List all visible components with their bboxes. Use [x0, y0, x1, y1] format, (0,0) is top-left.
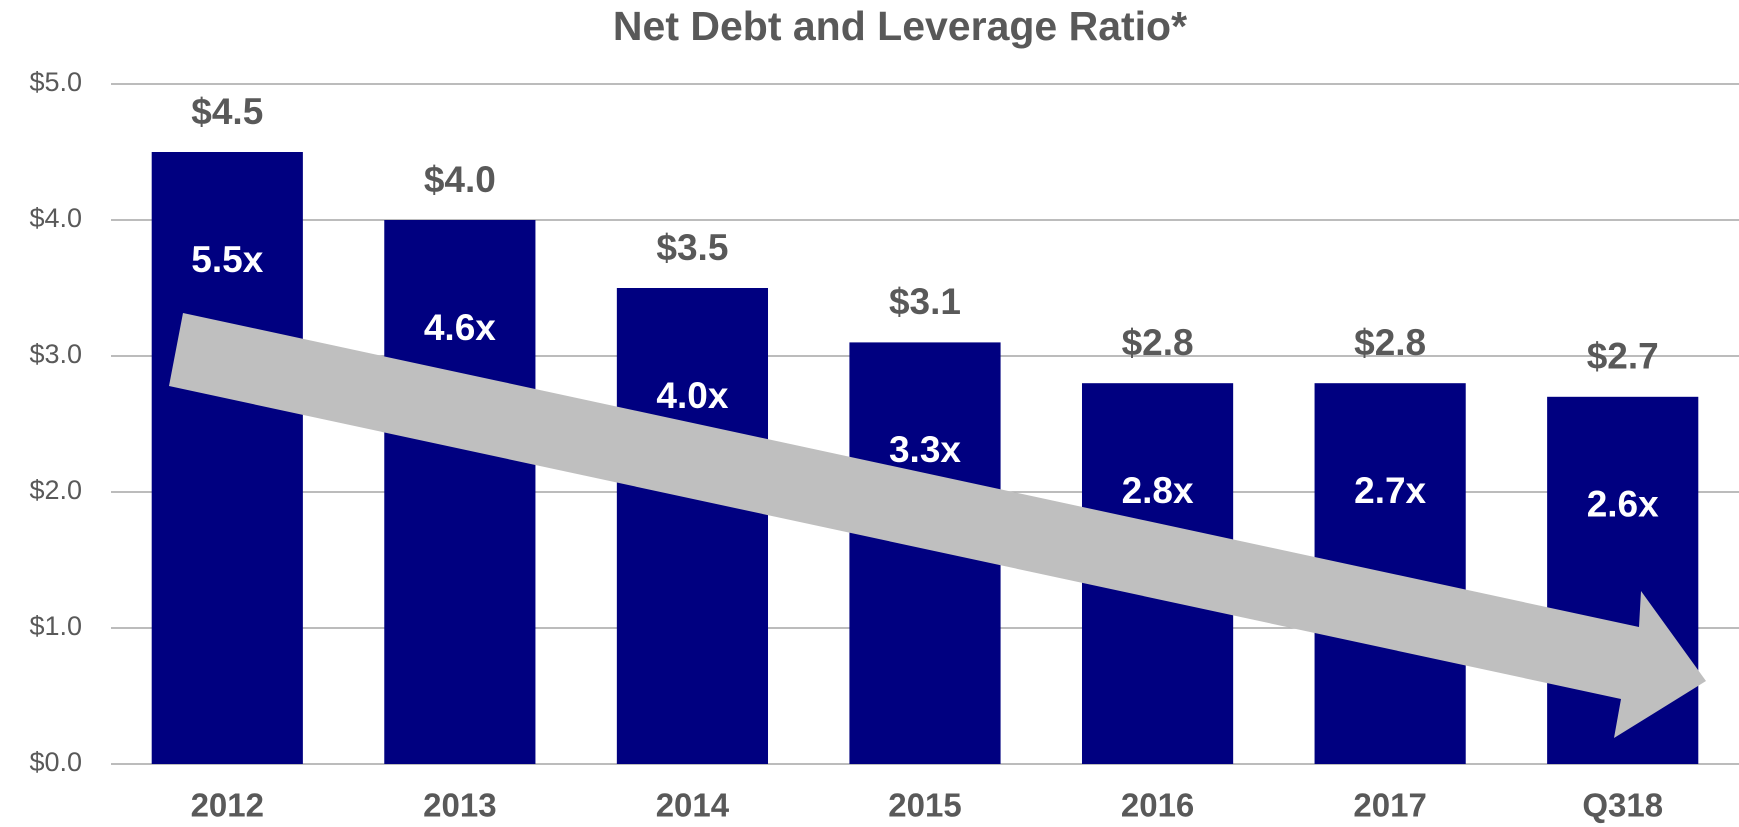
- leverage-label: 5.5x: [191, 239, 263, 280]
- x-tick-label: 2015: [888, 787, 961, 824]
- y-tick-label: $3.0: [29, 339, 82, 369]
- leverage-label: 4.6x: [424, 307, 496, 348]
- value-label: $3.1: [889, 281, 961, 322]
- y-tick-label: $5.0: [29, 67, 82, 97]
- x-tick-label: 2016: [1121, 787, 1194, 824]
- leverage-label: 4.0x: [656, 375, 728, 416]
- value-label: $2.8: [1354, 322, 1426, 363]
- bar: [151, 152, 303, 764]
- value-label: $4.0: [424, 159, 496, 200]
- bar: [616, 288, 769, 764]
- x-tick-label: 2012: [191, 787, 264, 824]
- leverage-label: 3.3x: [889, 429, 961, 470]
- x-tick-label: 2014: [656, 787, 730, 824]
- x-tick-label: Q318: [1582, 787, 1663, 824]
- y-tick-label: $4.0: [29, 203, 82, 233]
- value-label: $3.5: [656, 227, 728, 268]
- leverage-label: 2.8x: [1122, 470, 1194, 511]
- bar: [384, 220, 536, 764]
- x-tick-label: 2013: [423, 787, 496, 824]
- y-tick-label: $2.0: [29, 475, 82, 505]
- chart-title: Net Debt and Leverage Ratio*: [613, 3, 1187, 49]
- trend-arrow: [169, 313, 1706, 738]
- x-tick-label: 2017: [1353, 787, 1426, 824]
- value-label: $2.8: [1122, 322, 1194, 363]
- y-tick-label: $0.0: [29, 747, 82, 777]
- value-label: $2.7: [1587, 336, 1659, 377]
- leverage-label: 2.7x: [1354, 470, 1426, 511]
- leverage-label: 2.6x: [1587, 484, 1659, 525]
- y-tick-label: $1.0: [29, 611, 82, 641]
- value-label: $4.5: [191, 91, 263, 132]
